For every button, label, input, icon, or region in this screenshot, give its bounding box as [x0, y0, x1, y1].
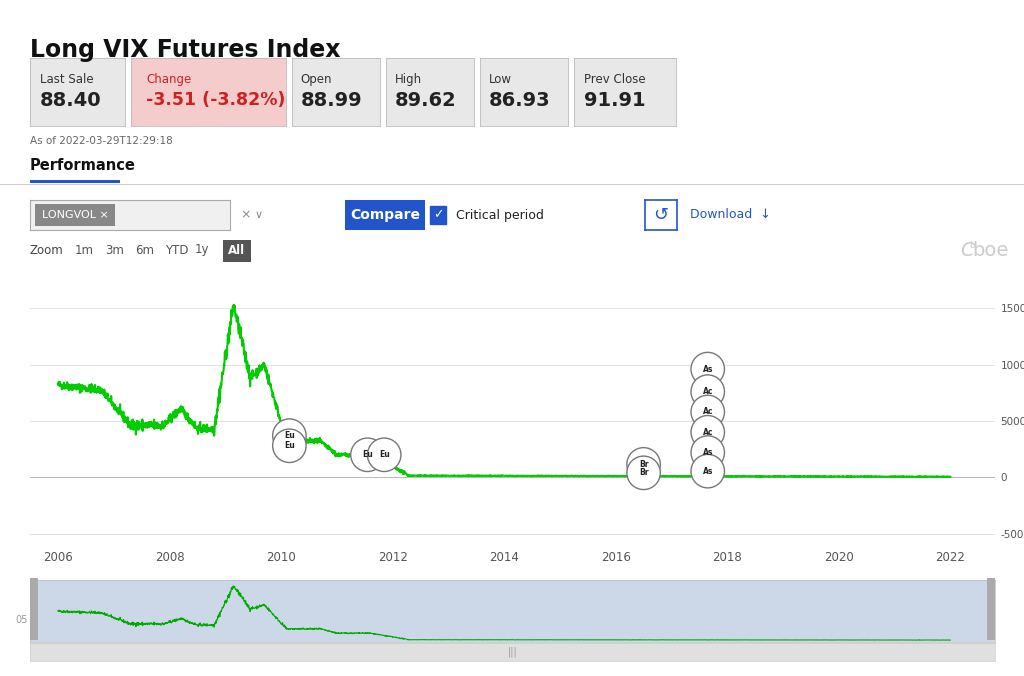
Ellipse shape: [691, 375, 724, 408]
Text: Ac: Ac: [702, 387, 713, 396]
Text: Compare: Compare: [350, 208, 420, 222]
Text: |||: |||: [508, 647, 517, 657]
Text: 1y: 1y: [195, 243, 210, 256]
Text: 89.62: 89.62: [395, 91, 457, 110]
Text: High: High: [395, 73, 422, 86]
Text: ✓: ✓: [433, 208, 443, 222]
Text: 6m: 6m: [135, 243, 154, 256]
Text: Zoom: Zoom: [30, 243, 63, 256]
Text: Br: Br: [639, 460, 648, 469]
Text: 91.91: 91.91: [585, 91, 646, 110]
Ellipse shape: [272, 429, 306, 462]
Text: 88.40: 88.40: [40, 91, 101, 110]
Text: Br: Br: [639, 468, 648, 477]
Text: Last Sale: Last Sale: [40, 73, 93, 86]
Text: Eu: Eu: [284, 441, 295, 450]
Text: As: As: [702, 466, 713, 476]
Text: As: As: [702, 448, 713, 457]
Text: As of 2022-03-29T12:29:18: As of 2022-03-29T12:29:18: [30, 136, 173, 146]
Text: YTD: YTD: [165, 243, 188, 256]
Text: As: As: [702, 364, 713, 374]
Ellipse shape: [691, 352, 724, 386]
Text: Low: Low: [488, 73, 512, 86]
Text: -3.51 (-3.82%): -3.51 (-3.82%): [146, 91, 286, 109]
Text: ∨: ∨: [255, 210, 263, 220]
Ellipse shape: [691, 416, 724, 449]
Text: Performance: Performance: [30, 158, 136, 173]
Ellipse shape: [691, 436, 724, 469]
Text: 1m: 1m: [75, 243, 94, 256]
Text: All: All: [228, 245, 246, 258]
Ellipse shape: [691, 395, 724, 429]
Text: Critical period: Critical period: [456, 208, 544, 222]
Text: LONGVOL ×: LONGVOL ×: [42, 210, 109, 220]
Text: Eu: Eu: [284, 431, 295, 440]
Text: ×: ×: [240, 208, 251, 222]
Text: 3m: 3m: [105, 243, 124, 256]
Text: b: b: [969, 241, 975, 249]
Text: Prev Close: Prev Close: [585, 73, 646, 86]
Text: Eu: Eu: [379, 450, 389, 459]
Text: Eu: Eu: [362, 450, 373, 459]
Text: Long VIX Futures Index: Long VIX Futures Index: [30, 38, 341, 62]
Text: 05: 05: [15, 615, 28, 625]
Text: Change: Change: [146, 73, 191, 86]
Text: Download  ↓: Download ↓: [690, 208, 771, 222]
Text: 86.93: 86.93: [488, 91, 551, 110]
Text: 88.99: 88.99: [301, 91, 362, 110]
Text: Ac: Ac: [702, 428, 713, 437]
Ellipse shape: [272, 419, 306, 452]
Ellipse shape: [627, 448, 660, 481]
Text: Ac: Ac: [702, 408, 713, 416]
Text: Open: Open: [301, 73, 333, 86]
Ellipse shape: [368, 438, 401, 472]
Ellipse shape: [627, 456, 660, 489]
Ellipse shape: [351, 438, 384, 472]
Text: C: C: [961, 241, 974, 260]
Text: boe: boe: [972, 241, 1009, 260]
Text: ↺: ↺: [653, 206, 669, 224]
Ellipse shape: [691, 454, 724, 488]
